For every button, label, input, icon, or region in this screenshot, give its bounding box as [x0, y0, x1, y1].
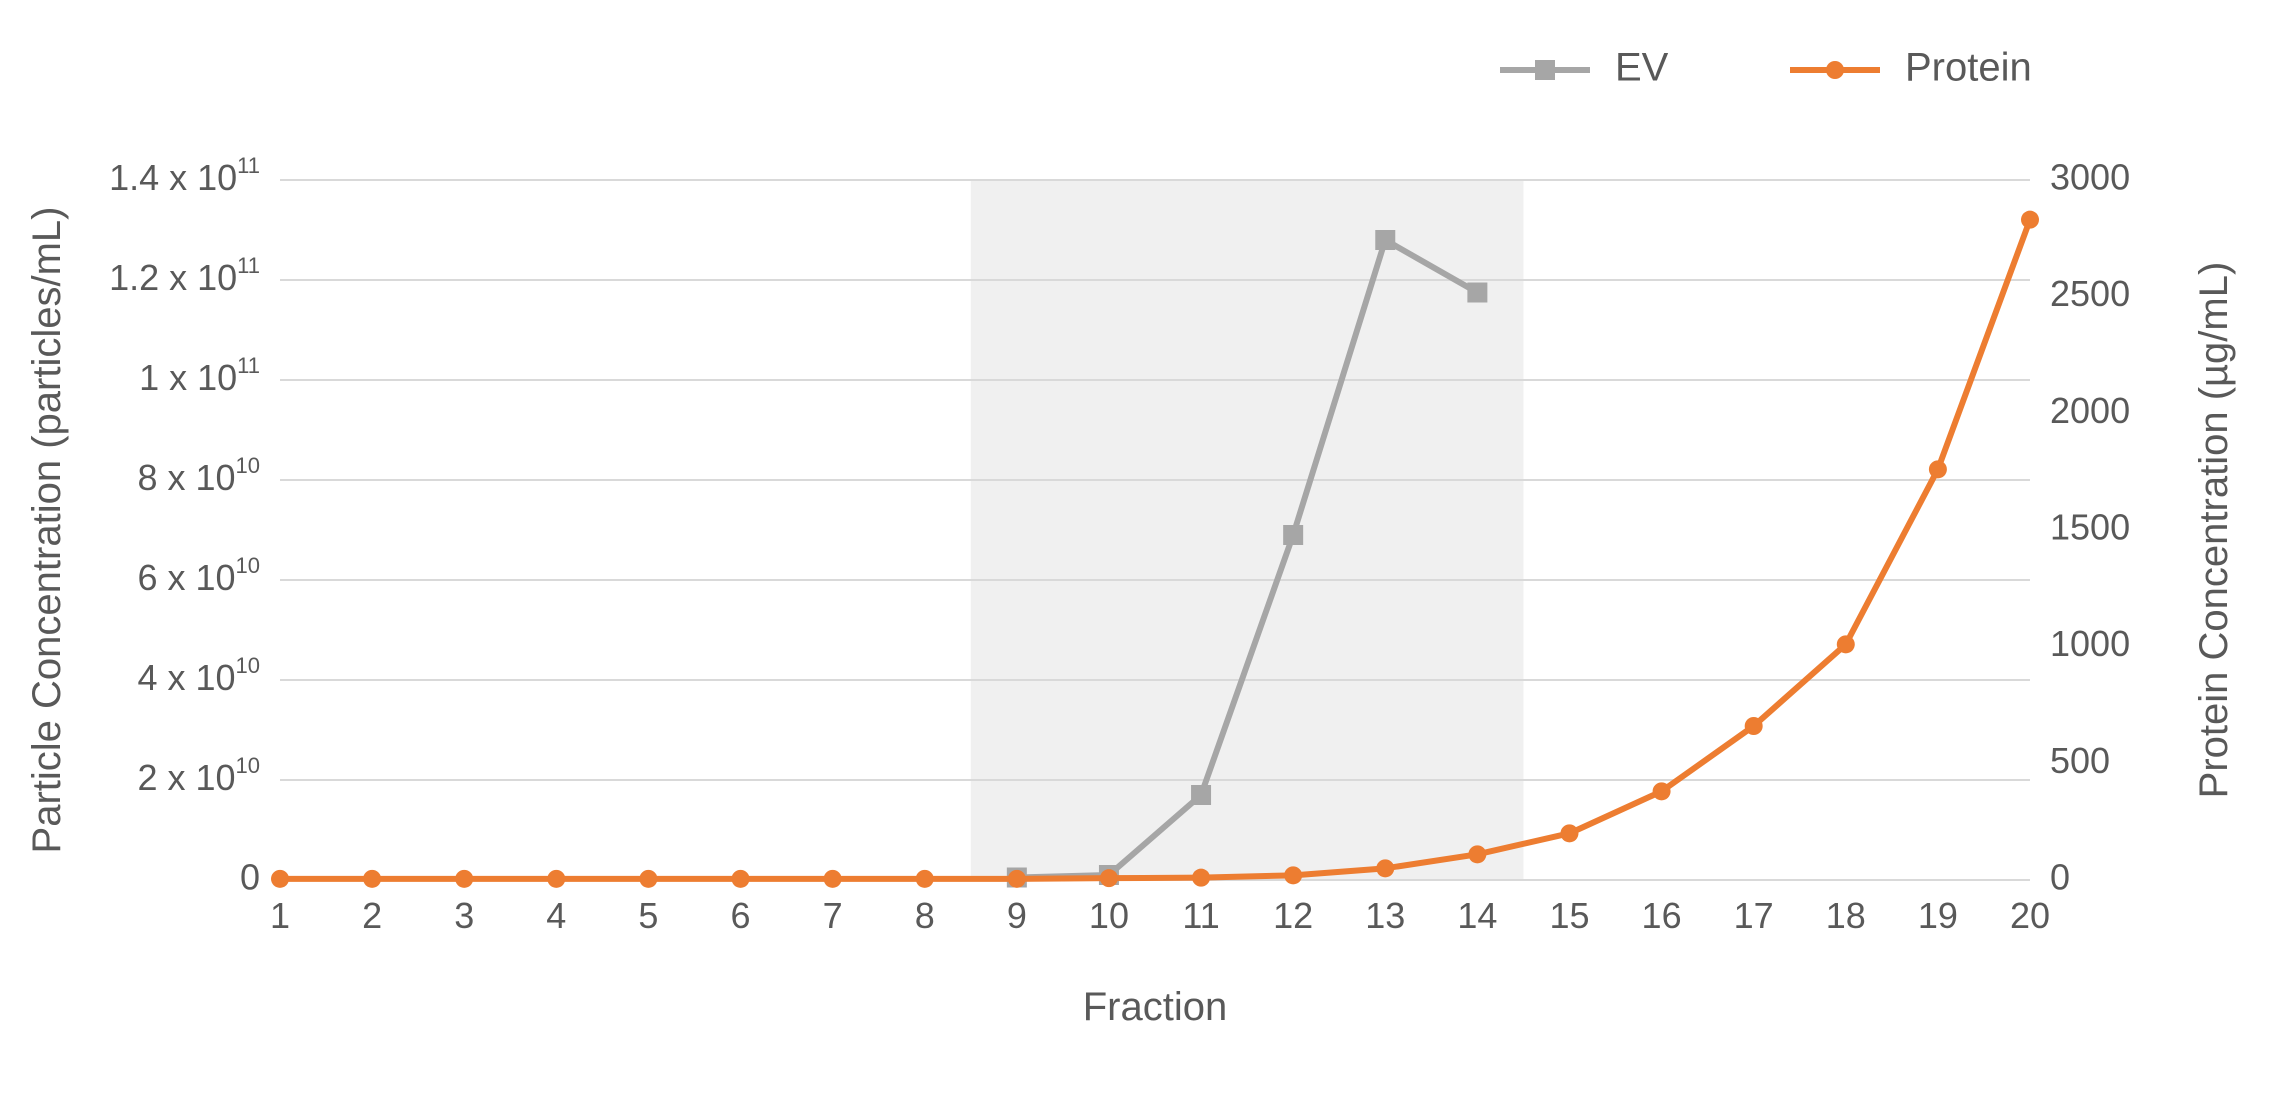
y-right-tick-label: 1000 — [2050, 623, 2130, 664]
x-tick-label: 13 — [1365, 895, 1405, 936]
x-tick-label: 3 — [454, 895, 474, 936]
series-marker-protein — [1653, 782, 1671, 800]
x-tick-label: 7 — [823, 895, 843, 936]
y-left-axis-title: Particle Concentration (particles/mL) — [25, 207, 69, 854]
series-marker-protein — [455, 870, 473, 888]
series-marker-protein — [2021, 211, 2039, 229]
y-right-tick-label: 2500 — [2050, 273, 2130, 314]
y-left-tick-label: 0 — [240, 857, 260, 898]
series-marker-ev — [1467, 283, 1487, 303]
series-marker-protein — [1284, 866, 1302, 884]
x-tick-label: 16 — [1642, 895, 1682, 936]
series-marker-protein — [1560, 824, 1578, 842]
series-marker-protein — [732, 870, 750, 888]
series-marker-protein — [271, 870, 289, 888]
highlight-band — [971, 180, 1524, 880]
y-right-tick-label: 3000 — [2050, 157, 2130, 198]
legend-label-protein: Protein — [1905, 46, 2032, 90]
y-right-axis-title: Protein Concentration (µg/mL) — [2192, 262, 2236, 799]
chart-container: 02 x 10104 x 10106 x 10108 x 10101 x 101… — [0, 0, 2277, 1102]
series-marker-protein — [1468, 845, 1486, 863]
x-tick-label: 14 — [1457, 895, 1497, 936]
legend-swatch-marker-ev — [1535, 60, 1555, 80]
legend-swatch-marker-protein — [1826, 61, 1844, 79]
y-right-tick-label: 500 — [2050, 740, 2110, 781]
x-tick-label: 6 — [731, 895, 751, 936]
series-marker-ev — [1191, 785, 1211, 805]
y-right-tick-label: 0 — [2050, 857, 2070, 898]
x-tick-label: 5 — [638, 895, 658, 936]
x-axis-title: Fraction — [1083, 985, 1228, 1029]
dual-axis-line-chart: 02 x 10104 x 10106 x 10108 x 10101 x 101… — [0, 0, 2277, 1102]
x-tick-label: 9 — [1007, 895, 1027, 936]
series-marker-protein — [1837, 635, 1855, 653]
y-right-tick-label: 1500 — [2050, 507, 2130, 548]
x-tick-label: 17 — [1734, 895, 1774, 936]
x-tick-label: 19 — [1918, 895, 1958, 936]
x-tick-label: 10 — [1089, 895, 1129, 936]
x-tick-label: 2 — [362, 895, 382, 936]
x-tick-label: 11 — [1182, 895, 1219, 936]
x-tick-label: 8 — [915, 895, 935, 936]
x-tick-label: 18 — [1826, 895, 1866, 936]
x-tick-label: 12 — [1273, 895, 1313, 936]
series-marker-protein — [1100, 869, 1118, 887]
x-tick-label: 4 — [546, 895, 566, 936]
x-tick-label: 20 — [2010, 895, 2050, 936]
series-marker-protein — [547, 870, 565, 888]
series-marker-protein — [1745, 717, 1763, 735]
legend-label-ev: EV — [1615, 46, 1669, 90]
series-marker-ev — [1283, 525, 1303, 545]
series-marker-protein — [1008, 870, 1026, 888]
series-marker-protein — [1192, 869, 1210, 887]
series-marker-protein — [916, 870, 934, 888]
series-marker-ev — [1375, 230, 1395, 250]
series-marker-protein — [1376, 859, 1394, 877]
series-marker-protein — [824, 870, 842, 888]
series-marker-protein — [639, 870, 657, 888]
series-marker-protein — [1929, 460, 1947, 478]
x-tick-label: 1 — [270, 895, 290, 936]
x-tick-label: 15 — [1549, 895, 1589, 936]
y-right-tick-label: 2000 — [2050, 390, 2130, 431]
series-marker-protein — [363, 870, 381, 888]
